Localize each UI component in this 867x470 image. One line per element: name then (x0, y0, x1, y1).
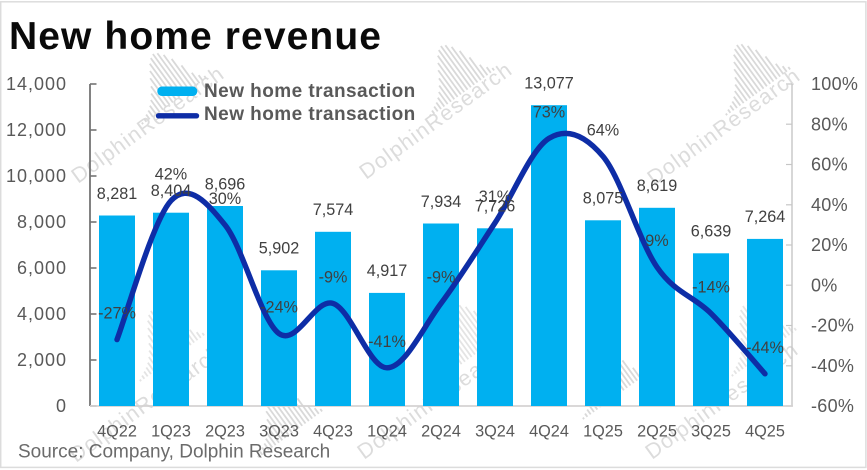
svg-text:2Q23: 2Q23 (205, 423, 245, 441)
svg-text:0%: 0% (811, 275, 838, 295)
svg-text:40%: 40% (811, 195, 848, 215)
svg-text:80%: 80% (811, 114, 848, 134)
svg-text:1Q24: 1Q24 (367, 423, 407, 441)
svg-text:3Q24: 3Q24 (475, 423, 515, 441)
svg-text:-9%: -9% (319, 268, 348, 286)
svg-text:7,264: 7,264 (745, 208, 786, 226)
svg-text:2,000: 2,000 (17, 350, 67, 370)
svg-text:1Q23: 1Q23 (151, 423, 191, 441)
svg-text:73%: 73% (533, 103, 565, 121)
svg-text:-40%: -40% (811, 356, 854, 376)
svg-text:8,075: 8,075 (583, 190, 624, 208)
svg-text:4Q22: 4Q22 (97, 423, 137, 441)
svg-text:4,917: 4,917 (367, 262, 408, 280)
svg-text:7,574: 7,574 (313, 201, 354, 219)
svg-text:1Q25: 1Q25 (583, 423, 623, 441)
svg-text:New home transaction: New home transaction (204, 104, 416, 125)
svg-text:7,934: 7,934 (421, 193, 462, 211)
svg-text:New home revenue: New home revenue (9, 15, 382, 58)
svg-text:3Q23: 3Q23 (259, 423, 299, 441)
svg-text:-20%: -20% (811, 316, 854, 336)
svg-text:4Q25: 4Q25 (745, 423, 785, 441)
svg-text:6,639: 6,639 (691, 223, 732, 241)
svg-text:-41%: -41% (368, 333, 406, 351)
svg-text:9%: 9% (645, 232, 668, 250)
svg-text:14,000: 14,000 (6, 74, 67, 94)
svg-text:100%: 100% (811, 74, 858, 94)
svg-text:-14%: -14% (692, 278, 730, 296)
svg-text:-24%: -24% (260, 299, 298, 317)
svg-text:30%: 30% (209, 190, 241, 208)
svg-text:-44%: -44% (746, 339, 784, 357)
svg-text:New home transaction: New home transaction (204, 81, 416, 102)
svg-text:6,000: 6,000 (17, 258, 67, 278)
svg-text:3Q25: 3Q25 (691, 423, 731, 441)
svg-text:10,000: 10,000 (6, 166, 67, 186)
svg-text:60%: 60% (811, 155, 848, 175)
svg-text:42%: 42% (155, 166, 187, 184)
svg-text:Source: Company, Dolphin Resea: Source: Company, Dolphin Research (18, 442, 330, 463)
svg-text:-27%: -27% (98, 305, 136, 323)
svg-text:8,281: 8,281 (97, 185, 138, 203)
svg-text:-60%: -60% (811, 396, 854, 416)
svg-text:8,619: 8,619 (637, 177, 678, 195)
svg-text:8,404: 8,404 (151, 182, 192, 200)
svg-text:4Q24: 4Q24 (529, 423, 569, 441)
svg-text:8,000: 8,000 (17, 212, 67, 232)
svg-text:4Q23: 4Q23 (313, 423, 353, 441)
svg-text:20%: 20% (811, 235, 848, 255)
svg-text:0: 0 (56, 396, 67, 416)
svg-text:5,902: 5,902 (259, 240, 300, 258)
svg-text:-9%: -9% (427, 268, 456, 286)
svg-text:2Q25: 2Q25 (637, 423, 677, 441)
svg-text:4,000: 4,000 (17, 304, 67, 324)
svg-text:31%: 31% (479, 188, 511, 206)
svg-text:12,000: 12,000 (6, 120, 67, 140)
svg-text:13,077: 13,077 (524, 75, 574, 93)
svg-text:2Q24: 2Q24 (421, 423, 461, 441)
svg-text:64%: 64% (587, 121, 619, 139)
svg-text:8,696: 8,696 (205, 175, 246, 193)
svg-text:7,726: 7,726 (475, 198, 516, 216)
